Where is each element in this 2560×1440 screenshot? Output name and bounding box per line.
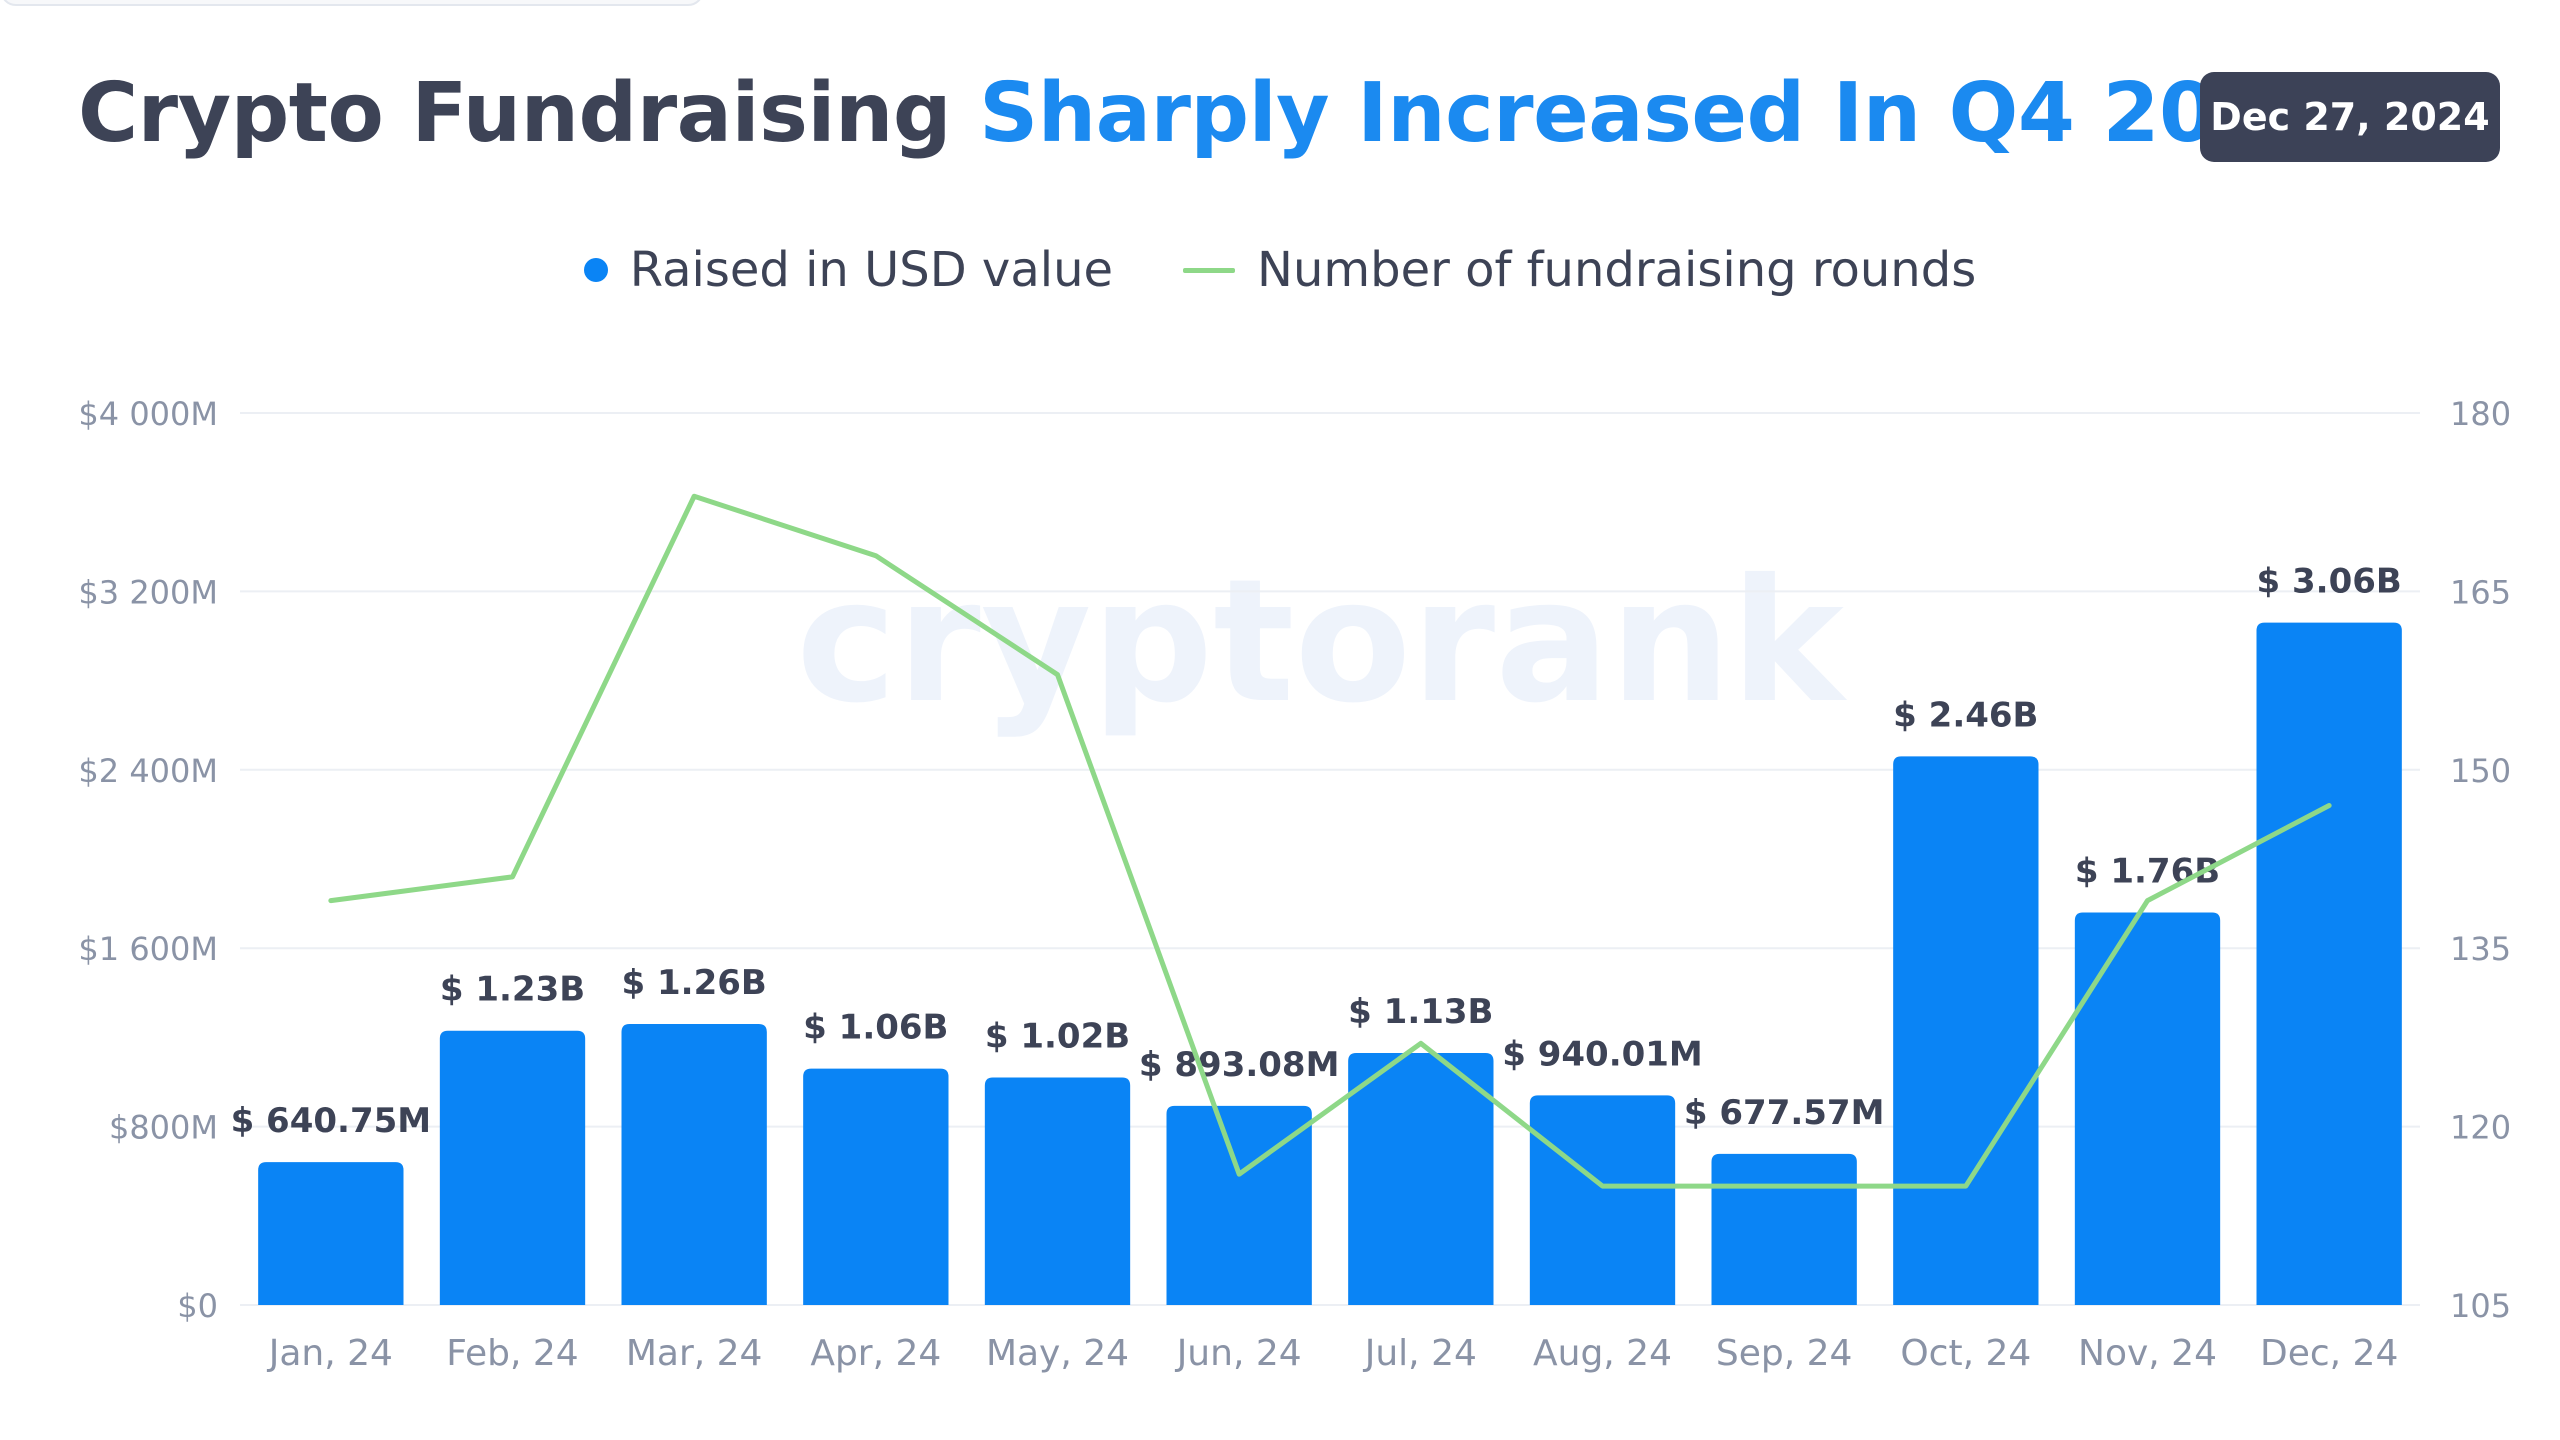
- x-tick-label: Dec, 24: [2260, 1333, 2398, 1374]
- bar-value-label: $ 3.06B: [2257, 562, 2402, 602]
- bar-value-label: $ 1.02B: [985, 1017, 1130, 1057]
- bar: [803, 1068, 949, 1305]
- bar: [1711, 1153, 1857, 1305]
- x-tick-label: Mar, 24: [626, 1333, 763, 1374]
- bar: [2074, 912, 2221, 1305]
- bar-value-label: $ 940.01M: [1502, 1034, 1703, 1074]
- x-tick-label: Nov, 24: [2078, 1333, 2217, 1374]
- x-tick-label: Aug, 24: [1533, 1333, 1672, 1374]
- title-main: Crypto Fundraising: [78, 66, 952, 161]
- date-badge: Dec 27, 2024: [2200, 72, 2500, 162]
- bar-value-label: $ 1.76B: [2075, 852, 2220, 892]
- legend-item-raised[interactable]: Raised in USD value: [583, 242, 1114, 298]
- y-right-tick-label: 150: [2450, 752, 2511, 790]
- legend-line-icon: [1183, 267, 1236, 273]
- title-accent: Sharply Increased In Q4 2024: [979, 66, 2329, 161]
- x-tick-label: Jan, 24: [267, 1333, 393, 1374]
- bar-value-label: $ 1.23B: [440, 970, 585, 1010]
- bar: [1166, 1105, 1312, 1305]
- bar: [1348, 1053, 1494, 1305]
- legend-label-raised: Raised in USD value: [629, 242, 1114, 298]
- x-tick-label: Oct, 24: [1900, 1333, 2031, 1374]
- bar: [621, 1024, 767, 1305]
- y-right-tick-label: 105: [2450, 1287, 2511, 1325]
- rounds-line: [328, 493, 2332, 1189]
- bar-value-label: $ 893.08M: [1139, 1045, 1340, 1085]
- bar-value-label: $ 677.57M: [1684, 1093, 1885, 1133]
- y-left-tick-label: $1 600M: [78, 930, 218, 968]
- bar-value-label: $ 640.75M: [231, 1101, 432, 1141]
- bar-value-label: $ 1.06B: [803, 1008, 948, 1048]
- y-right-tick-label: 120: [2450, 1109, 2511, 1147]
- y-right-tick-label: 180: [2450, 395, 2511, 433]
- bar: [258, 1162, 404, 1305]
- bar-value-label: $ 2.46B: [1893, 695, 2038, 735]
- y-left-tick-label: $0: [177, 1287, 218, 1325]
- legend-label-rounds: Number of fundraising rounds: [1257, 242, 1977, 298]
- bar: [2256, 622, 2402, 1305]
- bar: [1893, 756, 2039, 1305]
- x-tick-label: Jun, 24: [1175, 1333, 1302, 1374]
- y-left-tick-label: $2 400M: [78, 752, 218, 790]
- x-tick-label: Apr, 24: [810, 1333, 941, 1374]
- y-right-tick-label: 165: [2450, 573, 2511, 611]
- bar: [439, 1030, 586, 1305]
- x-tick-label: Sep, 24: [1716, 1333, 1853, 1374]
- legend-dot-icon: [583, 258, 608, 282]
- y-left-tick-label: $3 200M: [78, 573, 218, 611]
- bar-value-label: $ 1.26B: [622, 963, 767, 1003]
- bar: [984, 1077, 1131, 1305]
- bar-value-label: $ 1.13B: [1348, 992, 1493, 1032]
- x-tick-label: Feb, 24: [446, 1333, 578, 1374]
- watermark-text: cryptorank: [796, 543, 1848, 741]
- y-left-tick-label: $4 000M: [78, 395, 218, 433]
- legend-item-rounds[interactable]: Number of fundraising rounds: [1183, 242, 1976, 298]
- chart-legend: Raised in USD value Number of fundraisin…: [0, 240, 2560, 300]
- x-tick-label: Jul, 24: [1363, 1333, 1477, 1374]
- y-right-tick-label: 135: [2450, 930, 2511, 968]
- x-tick-label: May, 24: [986, 1333, 1129, 1374]
- y-left-tick-label: $800M: [109, 1109, 218, 1147]
- chart-title: Crypto Fundraising Sharply Increased In …: [78, 66, 2329, 161]
- bar: [1529, 1095, 1676, 1305]
